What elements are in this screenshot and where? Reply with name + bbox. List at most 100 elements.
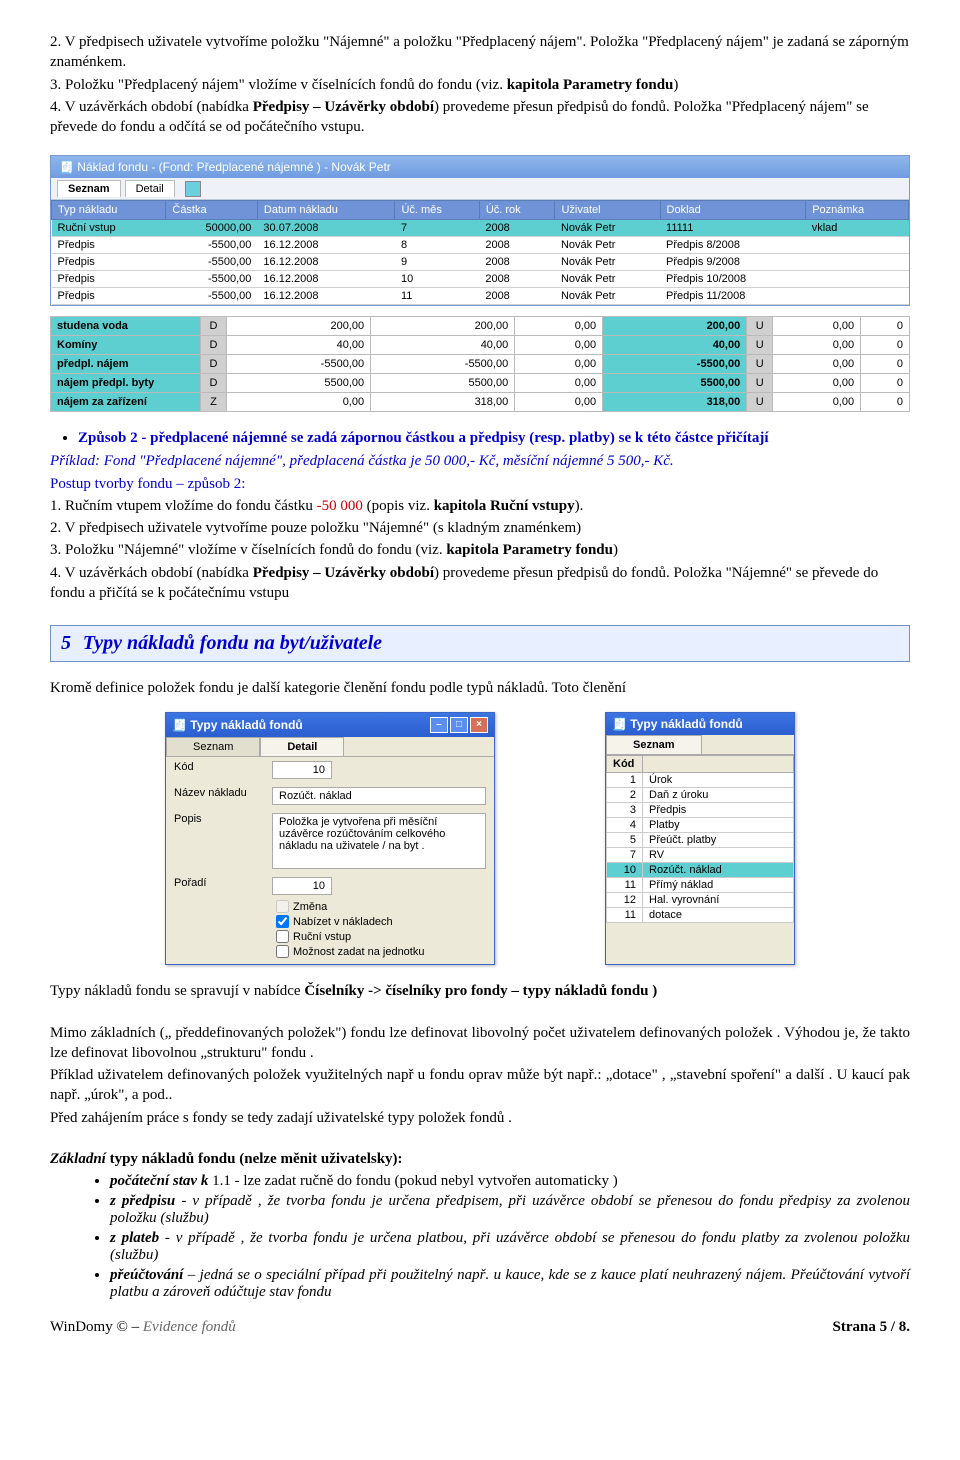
service-name: předpl. nájem — [51, 355, 201, 374]
table-cell: 9 — [395, 254, 479, 271]
table-cell: 10 — [395, 271, 479, 288]
list-cell: Předpis — [643, 803, 794, 818]
dialog1-window-buttons: – □ × — [430, 717, 488, 733]
list-cell: 11 — [607, 908, 643, 923]
service-cell: 0 — [861, 355, 910, 374]
dialog1-title: Typy nákladů fondů — [190, 718, 302, 732]
service-cell: U — [747, 336, 773, 355]
s1a: 1. Ručním vtupem vložíme do fondu částku — [50, 498, 317, 514]
value-popis[interactable] — [272, 813, 486, 869]
bullet-list: Způsob 2 - předplacené nájemné se zadá z… — [78, 430, 910, 447]
service-cell: -5500,00 — [371, 355, 515, 374]
list-item[interactable]: 5Přeúčt. platby — [607, 833, 794, 848]
s4b: Předpisy – Uzávěrky období — [253, 565, 434, 581]
service-cell: 0,00 — [773, 374, 861, 393]
table-cell: 2008 — [479, 271, 555, 288]
table-cell: 7 — [395, 220, 479, 237]
table-row[interactable]: Předpis-5500,0016.12.2008112008Novák Pet… — [52, 288, 909, 305]
checkbox-rucni[interactable] — [276, 930, 289, 943]
tab-detail[interactable]: Detail — [125, 180, 175, 197]
dialog2-tab-seznam[interactable]: Seznam — [606, 735, 702, 754]
dialog-typy-detail: 🧾 Typy nákladů fondů – □ × Seznam Detail… — [165, 712, 495, 965]
service-cell: 0,00 — [227, 393, 371, 412]
list-item[interactable]: 10Rozúčt. náklad — [607, 863, 794, 878]
window-title: Náklad fondu - (Fond: Předplacené nájemn… — [77, 160, 391, 174]
service-cell: 0,00 — [515, 317, 603, 336]
table-cell: Předpis — [52, 237, 166, 254]
table-row[interactable]: Předpis-5500,0016.12.2008102008Novák Pet… — [52, 271, 909, 288]
sb2-t: - v případě , že tvorba fondu je určena … — [110, 1193, 910, 1226]
list-item[interactable]: 3Předpis — [607, 803, 794, 818]
tab-seznam[interactable]: Seznam — [57, 180, 121, 197]
typy-fondu-sentence: Typy nákladů fondu se spravují v nabídce… — [50, 981, 910, 1001]
service-cell: 0,00 — [515, 355, 603, 374]
toolbar-icon[interactable] — [185, 181, 201, 197]
list-item[interactable]: 2Daň z úroku — [607, 788, 794, 803]
list-item[interactable]: 4Platby — [607, 818, 794, 833]
maximize-icon[interactable]: □ — [450, 717, 468, 733]
dialog1-titlebar: 🧾 Typy nákladů fondů – □ × — [166, 713, 494, 737]
step2: 2. V předpisech uživatele vytvoříme pouz… — [50, 518, 910, 538]
service-cell: 5500,00 — [603, 374, 747, 393]
chk-rucni: Ruční vstup — [166, 929, 494, 944]
service-name: nájem za zařízení — [51, 393, 201, 412]
list-cell: Úrok — [643, 773, 794, 788]
table-cell: Předpis 11/2008 — [660, 288, 806, 305]
dialog1-tab-detail[interactable]: Detail — [260, 737, 344, 756]
service-row: studena vodaD200,00200,000,00200,00U0,00… — [51, 317, 910, 336]
service-cell: U — [747, 393, 773, 412]
table-cell: 2008 — [479, 237, 555, 254]
table-cell: Předpis 10/2008 — [660, 271, 806, 288]
table-row[interactable]: Předpis-5500,0016.12.200892008Novák Petr… — [52, 254, 909, 271]
service-cell: 0,00 — [773, 317, 861, 336]
list-item[interactable]: 11dotace — [607, 908, 794, 923]
s1d: kapitola Ruční vstupy — [434, 498, 575, 514]
table-row[interactable]: Předpis-5500,0016.12.200882008Novák Petr… — [52, 237, 909, 254]
table-row[interactable]: Ruční vstup50000,0030.07.200872008Novák … — [52, 220, 909, 237]
sb1-l: počáteční stav k — [110, 1173, 208, 1189]
list-item[interactable]: 1Úrok — [607, 773, 794, 788]
list-cell: 12 — [607, 893, 643, 908]
para-pred: Před zahájením práce s fondy se tedy zad… — [50, 1108, 910, 1128]
checkbox-jednotka[interactable] — [276, 945, 289, 958]
list-item[interactable]: 7RV — [607, 848, 794, 863]
value-nazev[interactable]: Rozúčt. náklad — [272, 787, 486, 805]
footer-doc-title: Evidence fondů — [143, 1319, 236, 1335]
col-kod: Kód — [607, 756, 643, 773]
checkbox-zmena[interactable] — [276, 900, 289, 913]
service-flag: Z — [201, 393, 227, 412]
table-cell: Předpis — [52, 254, 166, 271]
list-item[interactable]: 12Hal. vyrovnání — [607, 893, 794, 908]
grid-header: Částka — [166, 201, 258, 220]
table-cell — [806, 271, 909, 288]
service-cell: U — [747, 317, 773, 336]
list-item[interactable]: 11Přímý náklad — [607, 878, 794, 893]
list-cell: Daň z úroku — [643, 788, 794, 803]
minimize-icon[interactable]: – — [430, 717, 448, 733]
service-cell: -5500,00 — [603, 355, 747, 374]
value-kod[interactable]: 10 — [272, 761, 332, 779]
close-icon[interactable]: × — [470, 717, 488, 733]
service-cell: U — [747, 355, 773, 374]
p4-a: 4. V uzávěrkách období (nabídka — [50, 99, 253, 115]
postup2-label: Postup tvorby fondu – způsob 2: — [50, 474, 910, 494]
table-cell: Novák Petr — [555, 288, 660, 305]
list-cell: 11 — [607, 878, 643, 893]
service-cell: -5500,00 — [227, 355, 371, 374]
checkbox-nabizet[interactable] — [276, 915, 289, 928]
table-cell: Předpis 8/2008 — [660, 237, 806, 254]
service-cell: 0 — [861, 374, 910, 393]
grid-header: Úč. měs — [395, 201, 479, 220]
table-cell: Ruční vstup — [52, 220, 166, 237]
table-cell: -5500,00 — [166, 271, 258, 288]
service-cell: 200,00 — [603, 317, 747, 336]
table-cell: Předpis — [52, 288, 166, 305]
service-name: Komíny — [51, 336, 201, 355]
dialog1-tab-seznam[interactable]: Seznam — [166, 737, 260, 756]
value-poradi[interactable]: 10 — [272, 877, 332, 895]
table-cell: 16.12.2008 — [257, 237, 395, 254]
chk-rucni-label: Ruční vstup — [293, 931, 351, 943]
service-name: nájem předpl. byty — [51, 374, 201, 393]
chk-jednotka-label: Možnost zadat na jednotku — [293, 946, 424, 958]
label-nazev: Název nákladu — [174, 787, 264, 799]
